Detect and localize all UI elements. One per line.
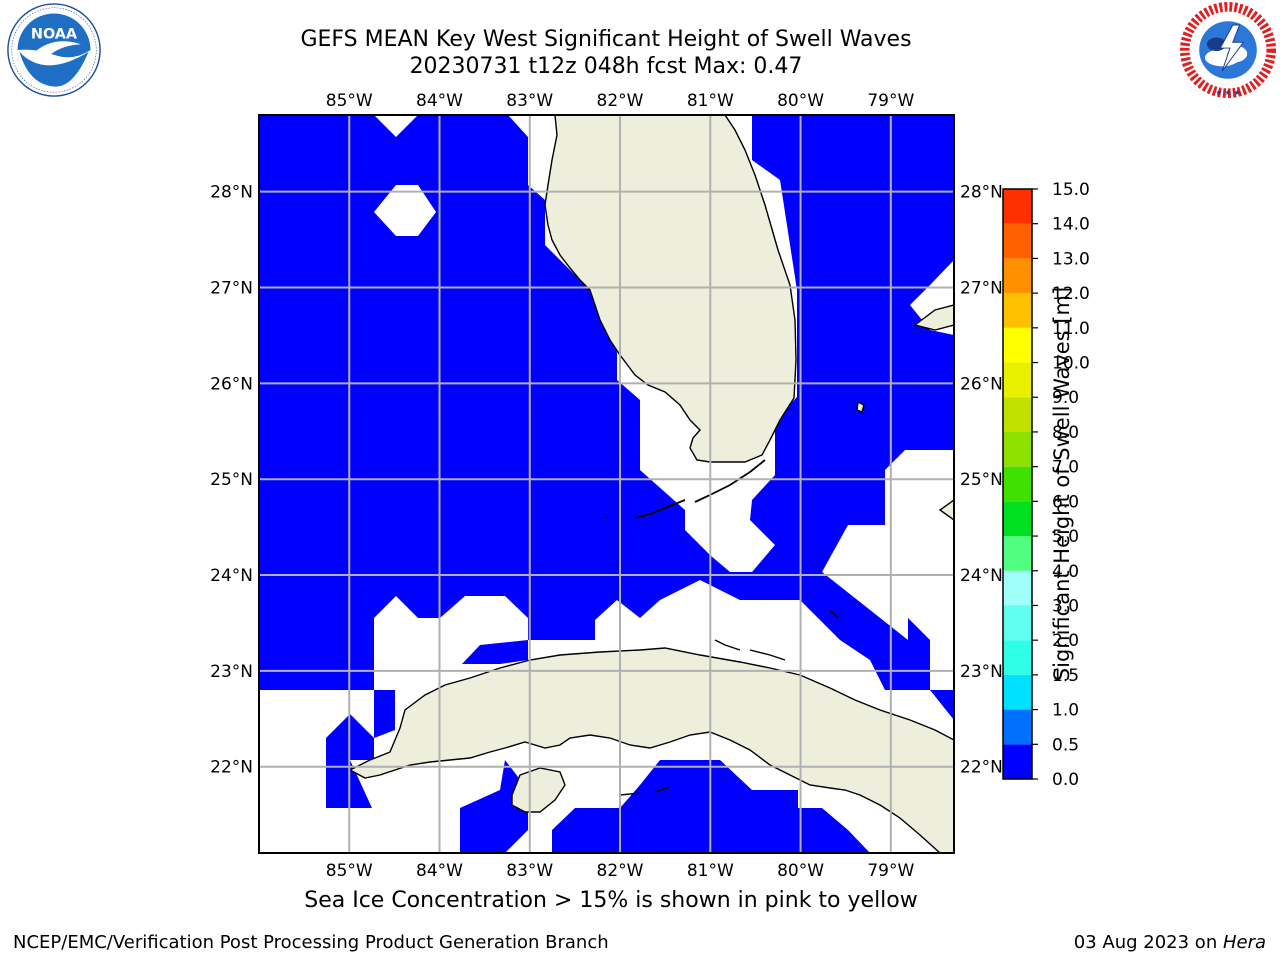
lat-tick-label-right: 27°N	[960, 279, 1003, 299]
colorbar-segment	[1003, 293, 1032, 328]
colorbar-frame	[1002, 188, 1033, 780]
colorbar-segment	[1003, 744, 1032, 779]
colorbar-tick-label: 5.0	[1052, 527, 1079, 547]
sea-ice-note: Sea Ice Concentration > 15% is shown in …	[304, 888, 918, 913]
lon-tick-label-top: 85°W	[326, 91, 373, 111]
lat-tick-label-right: 25°N	[960, 470, 1003, 490]
lat-tick-label-left: 23°N	[210, 662, 253, 682]
colorbar	[1003, 189, 1032, 779]
colorbar-tick-label: 13.0	[1052, 249, 1090, 269]
noaa-logo-icon: NOAA	[7, 3, 101, 97]
chart-title: GEFS MEAN Key West Significant Height of…	[300, 27, 912, 52]
colorbar-tick-label: 14.0	[1052, 215, 1090, 235]
colorbar-segment	[1003, 362, 1032, 398]
lon-labels-top: 85°W 84°W 83°W 82°W 81°W 80°W 79°W	[326, 91, 915, 111]
colorbar-segment	[1003, 570, 1032, 606]
colorbar-tick-label: 0.5	[1052, 735, 1079, 755]
lat-tick-label-left: 22°N	[210, 758, 253, 778]
lat-tick-label-right: 23°N	[960, 662, 1003, 682]
lon-labels-bottom: 85°W 84°W 83°W 82°W 81°W 80°W 79°W	[326, 861, 915, 881]
colorbar-tick-label: 3.0	[1052, 596, 1079, 616]
footer-date-text: 03 Aug 2023 on	[1073, 932, 1223, 953]
map-panel	[259, 115, 954, 853]
colorbar-segment	[1003, 674, 1032, 710]
colorbar-segment	[1003, 466, 1032, 502]
colorbar-tick-label: 1.0	[1052, 701, 1079, 721]
colorbar-segment	[1003, 258, 1032, 294]
colorbar-label: Significant Height of Swell Waves [m]	[1050, 286, 1074, 682]
colorbar-segment	[1003, 327, 1032, 363]
colorbar-tick-label: 9.0	[1052, 388, 1079, 408]
lon-tick-label-top: 82°W	[597, 91, 644, 111]
footer-org: NCEP/EMC/Verification Post Processing Pr…	[13, 932, 609, 953]
lat-tick-label-left: 27°N	[210, 279, 253, 299]
colorbar-tick-label: 15.0	[1052, 180, 1090, 200]
colorbar-segment	[1003, 501, 1032, 537]
lon-tick-label-bottom: 82°W	[597, 861, 644, 881]
lon-tick-label-bottom: 84°W	[416, 861, 463, 881]
colorbar-segment	[1003, 536, 1032, 571]
lon-tick-label-top: 79°W	[867, 91, 914, 111]
lat-tick-label-left: 24°N	[210, 566, 253, 586]
lat-tick-label-right: 28°N	[960, 183, 1003, 203]
colorbar-tick-label: 6.0	[1052, 492, 1079, 512]
colorbar-tick-label: 10.0	[1052, 354, 1090, 374]
colorbar-segment	[1003, 605, 1032, 641]
florida-keys	[604, 459, 766, 519]
gridlines	[259, 115, 954, 853]
lat-labels-right: 28°N 27°N 26°N 25°N 24°N 23°N 22°N	[960, 183, 1003, 778]
lon-tick-label-top: 83°W	[506, 91, 553, 111]
lon-tick-label-top: 84°W	[416, 91, 463, 111]
colorbar-tick-label: 11.0	[1052, 319, 1090, 339]
colorbar-tick-label: 1.5	[1052, 666, 1079, 686]
colorbar-tick-label: 7.0	[1052, 458, 1079, 478]
lat-tick-label-right: 26°N	[960, 374, 1003, 394]
lon-tick-label-bottom: 83°W	[506, 861, 553, 881]
colorbar-segment	[1003, 397, 1032, 432]
cays	[619, 609, 839, 796]
colorbar-segment	[1003, 223, 1032, 259]
colorbar-segment	[1003, 431, 1032, 467]
colorbar-tick-label: 12.0	[1052, 284, 1090, 304]
lat-tick-label-left: 26°N	[210, 374, 253, 394]
colorbar-tick-label: 4.0	[1052, 562, 1079, 582]
footer-host: Hera	[1222, 932, 1266, 953]
lat-tick-label-left: 28°N	[210, 183, 253, 203]
nws-logo-icon: ★ ★ ★	[1180, 2, 1276, 98]
chart-subtitle: 20230731 t12z 048h fcst Max: 0.47	[409, 54, 803, 79]
colorbar-segment	[1003, 640, 1032, 675]
svg-text:NOAA: NOAA	[31, 26, 78, 42]
lon-tick-label-bottom: 80°W	[777, 861, 824, 881]
lon-tick-label-bottom: 81°W	[687, 861, 734, 881]
map-frame	[258, 114, 955, 854]
lat-tick-label-right: 22°N	[960, 758, 1003, 778]
lat-labels-left: 28°N 27°N 26°N 25°N 24°N 23°N 22°N	[210, 183, 253, 778]
lon-tick-label-top: 80°W	[777, 91, 824, 111]
lon-tick-label-top: 81°W	[687, 91, 734, 111]
svg-text:★ ★ ★: ★ ★ ★	[1215, 88, 1241, 97]
lon-tick-label-bottom: 79°W	[867, 861, 914, 881]
colorbar-tick-label: 0.0	[1052, 770, 1079, 790]
colorbar-tick-label: 8.0	[1052, 423, 1079, 443]
colorbar-ticks: 0.0 0.5 1.0 1.5 2.0 3.0 4.0 5.0 6.0 7.0 8.0 9.0 10.0…	[1032, 180, 1090, 790]
lat-tick-label-right: 24°N	[960, 566, 1003, 586]
footer-date: 03 Aug 2023 on Hera	[1074, 932, 1266, 953]
lat-tick-label-left: 25°N	[210, 470, 253, 490]
lon-tick-label-bottom: 85°W	[326, 861, 373, 881]
colorbar-segment	[1003, 709, 1032, 745]
colorbar-tick-label: 2.0	[1052, 631, 1079, 651]
colorbar-segment	[1003, 189, 1032, 224]
